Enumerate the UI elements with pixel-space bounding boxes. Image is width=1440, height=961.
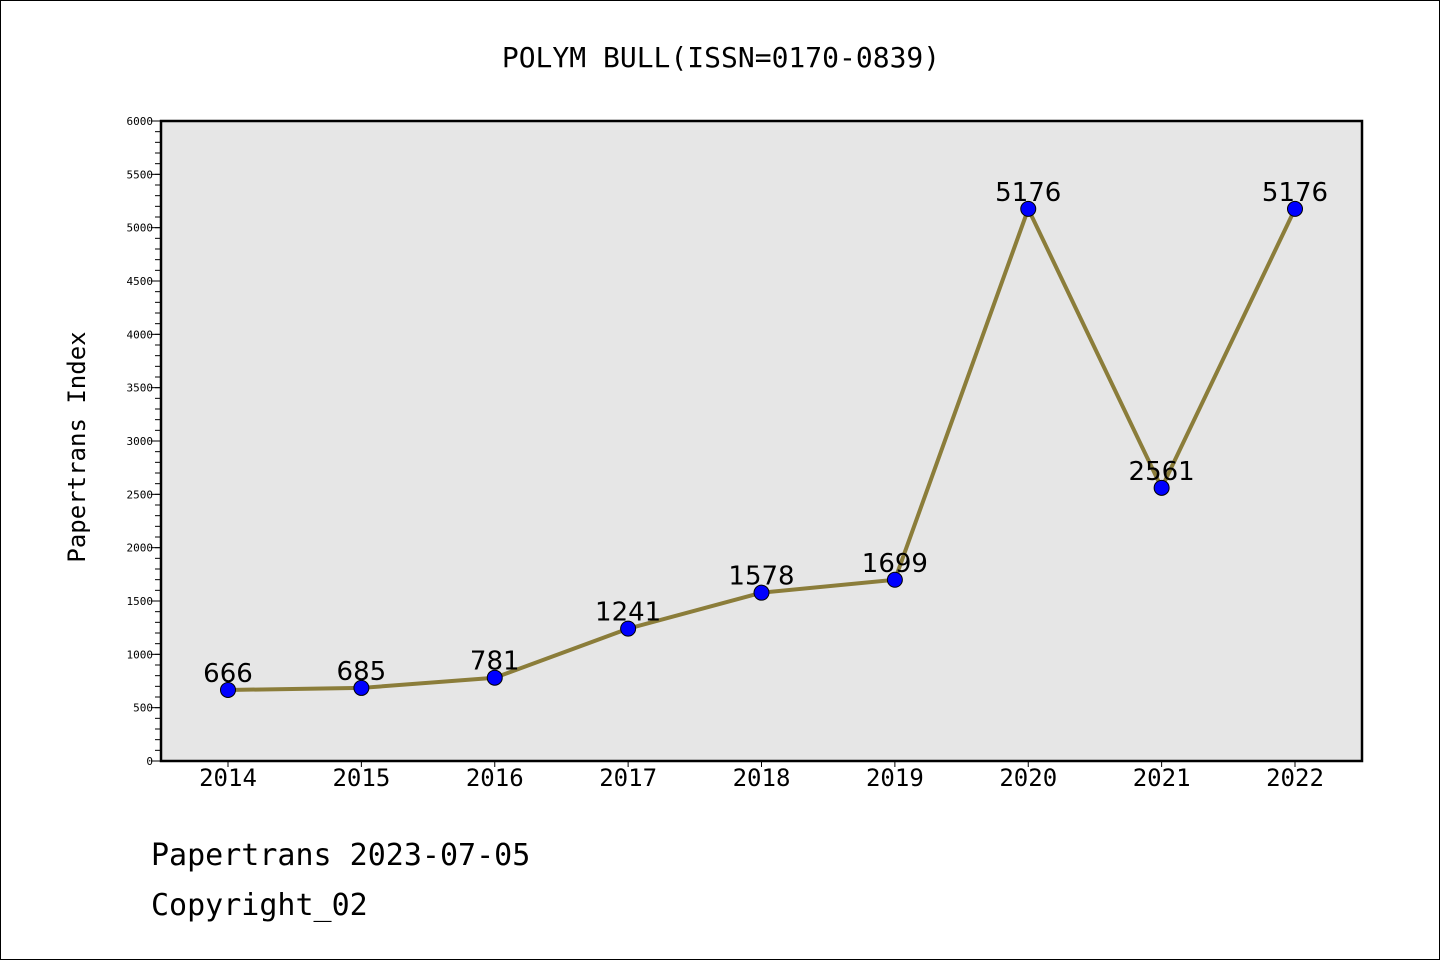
x-tick-label: 2015 — [332, 764, 390, 792]
y-axis-label: Papertrans Index — [63, 331, 91, 562]
data-point — [1287, 200, 1303, 217]
y-tick-label: 3000 — [127, 435, 154, 448]
y-tick-label: 3500 — [127, 382, 154, 395]
x-tick-label: 2018 — [733, 764, 791, 792]
plot-area: 0 500 1000 1500 2000 2500 3000 3500 4000 4500 5000… — [127, 115, 1364, 792]
y-tick-label: 2500 — [127, 488, 154, 501]
data-point — [753, 584, 770, 601]
y-tick-label: 4500 — [127, 275, 154, 288]
y-tick-label: 2000 — [127, 542, 154, 555]
y-tick-label: 5000 — [127, 222, 154, 235]
data-point — [620, 620, 637, 637]
data-point — [1020, 200, 1037, 217]
plot-border — [159, 119, 1364, 763]
footer-copyright: Copyright_02 — [151, 888, 368, 923]
data-point — [220, 681, 236, 698]
chart-title: POLYM BULL(ISSN=0170-0839) — [502, 41, 940, 74]
data-point — [886, 571, 903, 588]
x-tick-label: 2019 — [866, 764, 924, 792]
x-tick-label: 2017 — [599, 764, 657, 792]
x-tick-label: 2014 — [199, 764, 257, 792]
x-tick-label: 2016 — [466, 764, 524, 792]
y-tick-label: 6000 — [127, 115, 154, 128]
plot-background — [161, 121, 1362, 761]
y-tick-label: 500 — [133, 702, 153, 715]
y-tick-label: 0 — [146, 755, 153, 768]
y-tick-label: 4000 — [127, 328, 154, 341]
data-point — [1153, 479, 1170, 496]
y-tick-label: 1000 — [127, 648, 154, 661]
data-point — [486, 669, 503, 686]
footer-date: Papertrans 2023-07-05 — [151, 838, 530, 873]
data-point — [353, 679, 370, 696]
y-tick-label: 5500 — [127, 168, 154, 181]
x-tick-label: 2022 — [1266, 764, 1324, 792]
y-tick-label: 1500 — [127, 595, 154, 608]
x-tick-label: 2021 — [1133, 764, 1191, 792]
x-tick-label: 2020 — [999, 764, 1057, 792]
